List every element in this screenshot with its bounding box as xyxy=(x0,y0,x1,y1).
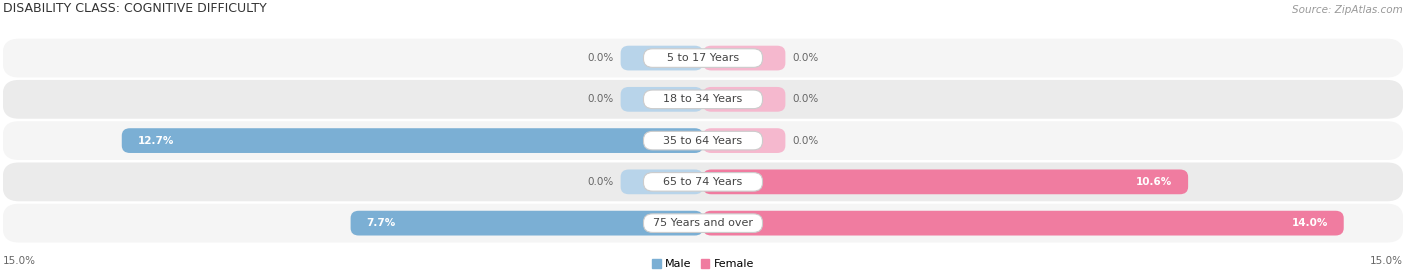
Text: 0.0%: 0.0% xyxy=(588,53,614,63)
Legend: Male, Female: Male, Female xyxy=(652,259,754,269)
Text: 75 Years and over: 75 Years and over xyxy=(652,218,754,228)
FancyBboxPatch shape xyxy=(3,163,1403,201)
FancyBboxPatch shape xyxy=(644,214,762,232)
Text: 14.0%: 14.0% xyxy=(1291,218,1327,228)
Text: 0.0%: 0.0% xyxy=(792,53,818,63)
Text: 12.7%: 12.7% xyxy=(138,136,174,146)
Text: 0.0%: 0.0% xyxy=(588,94,614,104)
FancyBboxPatch shape xyxy=(3,80,1403,119)
Text: Source: ZipAtlas.com: Source: ZipAtlas.com xyxy=(1292,5,1403,15)
Text: 0.0%: 0.0% xyxy=(792,94,818,104)
Text: 10.6%: 10.6% xyxy=(1136,177,1173,187)
FancyBboxPatch shape xyxy=(620,170,703,194)
FancyBboxPatch shape xyxy=(644,49,762,67)
FancyBboxPatch shape xyxy=(703,128,786,153)
FancyBboxPatch shape xyxy=(3,204,1403,242)
FancyBboxPatch shape xyxy=(644,173,762,191)
Text: 15.0%: 15.0% xyxy=(1371,256,1403,266)
Text: 5 to 17 Years: 5 to 17 Years xyxy=(666,53,740,63)
Text: 65 to 74 Years: 65 to 74 Years xyxy=(664,177,742,187)
FancyBboxPatch shape xyxy=(644,131,762,150)
FancyBboxPatch shape xyxy=(3,121,1403,160)
FancyBboxPatch shape xyxy=(3,39,1403,77)
FancyBboxPatch shape xyxy=(350,211,703,235)
Text: 0.0%: 0.0% xyxy=(588,177,614,187)
FancyBboxPatch shape xyxy=(620,46,703,70)
FancyBboxPatch shape xyxy=(620,87,703,112)
Text: 35 to 64 Years: 35 to 64 Years xyxy=(664,136,742,146)
FancyBboxPatch shape xyxy=(644,90,762,109)
Text: 0.0%: 0.0% xyxy=(792,136,818,146)
FancyBboxPatch shape xyxy=(703,211,1344,235)
FancyBboxPatch shape xyxy=(122,128,703,153)
FancyBboxPatch shape xyxy=(703,170,1188,194)
Text: 15.0%: 15.0% xyxy=(3,256,35,266)
Text: DISABILITY CLASS: COGNITIVE DIFFICULTY: DISABILITY CLASS: COGNITIVE DIFFICULTY xyxy=(3,2,267,15)
Text: 18 to 34 Years: 18 to 34 Years xyxy=(664,94,742,104)
Text: 7.7%: 7.7% xyxy=(367,218,396,228)
FancyBboxPatch shape xyxy=(703,46,786,70)
FancyBboxPatch shape xyxy=(703,87,786,112)
